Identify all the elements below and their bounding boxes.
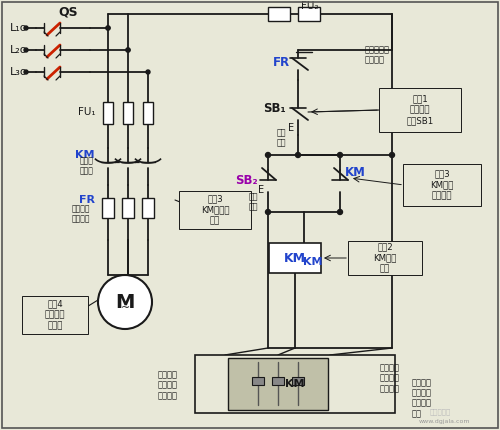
Bar — [102, 198, 114, 218]
Circle shape — [106, 26, 110, 30]
Text: 步骤4
电动机失
电停转: 步骤4 电动机失 电停转 — [45, 299, 65, 331]
Bar — [103, 102, 113, 124]
Bar — [268, 7, 290, 21]
Text: KM: KM — [285, 379, 305, 389]
Text: SB₁: SB₁ — [264, 101, 286, 114]
Text: SB₂: SB₂ — [236, 173, 258, 187]
Text: KM: KM — [76, 150, 95, 160]
Text: E: E — [288, 123, 294, 133]
Text: 启动
按钮: 启动 按钮 — [248, 192, 258, 212]
Circle shape — [146, 70, 150, 74]
Text: E: E — [258, 185, 264, 195]
Bar — [298, 7, 320, 21]
Bar — [195, 355, 395, 413]
Text: 电工技术网: 电工技术网 — [430, 408, 451, 415]
Bar — [228, 358, 328, 410]
Text: KM: KM — [345, 166, 366, 178]
Bar — [143, 102, 153, 124]
Circle shape — [98, 275, 152, 329]
Circle shape — [24, 26, 28, 30]
Bar — [269, 243, 321, 273]
Text: 步骤3
KM自锁
触头分断: 步骤3 KM自锁 触头分断 — [430, 169, 454, 201]
Text: 步骤3
KM主触头
分断: 步骤3 KM主触头 分断 — [201, 194, 229, 226]
Text: 热继电器
的热元件: 热继电器 的热元件 — [72, 204, 90, 224]
Text: 步骤1
按下停止
按钮SB1: 步骤1 按下停止 按钮SB1 — [406, 95, 434, 126]
Circle shape — [390, 153, 394, 157]
Text: L₂o: L₂o — [10, 45, 28, 55]
Bar — [292, 377, 304, 385]
Text: FU₂: FU₂ — [301, 1, 319, 11]
Circle shape — [338, 153, 342, 157]
Text: L₁o: L₁o — [10, 23, 28, 33]
Circle shape — [24, 70, 28, 74]
FancyBboxPatch shape — [348, 241, 422, 275]
Text: L₃o: L₃o — [10, 67, 28, 77]
Circle shape — [24, 48, 28, 52]
Circle shape — [126, 48, 130, 52]
Text: 接触器的
主触头接
在主电路: 接触器的 主触头接 在主电路 — [158, 370, 178, 400]
Text: QS: QS — [58, 6, 78, 18]
Text: 步骤2
KM线圈
失电: 步骤2 KM线圈 失电 — [374, 243, 396, 273]
Text: FR: FR — [273, 55, 290, 68]
Text: FR: FR — [79, 195, 95, 205]
Circle shape — [266, 209, 270, 215]
Text: 接触器的
辅助触头
接在控制
电路: 接触器的 辅助触头 接在控制 电路 — [412, 378, 432, 418]
Bar — [142, 198, 154, 218]
FancyBboxPatch shape — [179, 191, 251, 229]
Bar — [122, 198, 134, 218]
Text: ~: ~ — [120, 303, 130, 313]
Text: KM: KM — [284, 252, 306, 264]
Circle shape — [106, 26, 110, 30]
Circle shape — [338, 209, 342, 215]
Bar — [123, 102, 133, 124]
FancyBboxPatch shape — [403, 164, 481, 206]
Bar — [272, 377, 284, 385]
Text: FU₁: FU₁ — [78, 107, 96, 117]
Text: M: M — [116, 292, 134, 311]
Bar — [252, 377, 264, 385]
Text: www.dgjala.com: www.dgjala.com — [418, 420, 470, 424]
Text: 接触器
主触头: 接触器 主触头 — [79, 156, 93, 176]
Circle shape — [266, 153, 270, 157]
FancyBboxPatch shape — [22, 296, 88, 334]
Text: 停止
按钮: 停止 按钮 — [276, 128, 286, 147]
Text: KM: KM — [303, 257, 322, 267]
Circle shape — [296, 153, 300, 157]
Text: 接触器的
线圈接在
控制电路: 接触器的 线圈接在 控制电路 — [380, 363, 400, 393]
Text: 热继电器的
常闭触头: 热继电器的 常闭触头 — [365, 45, 390, 64]
FancyBboxPatch shape — [379, 88, 461, 132]
Circle shape — [126, 48, 130, 52]
